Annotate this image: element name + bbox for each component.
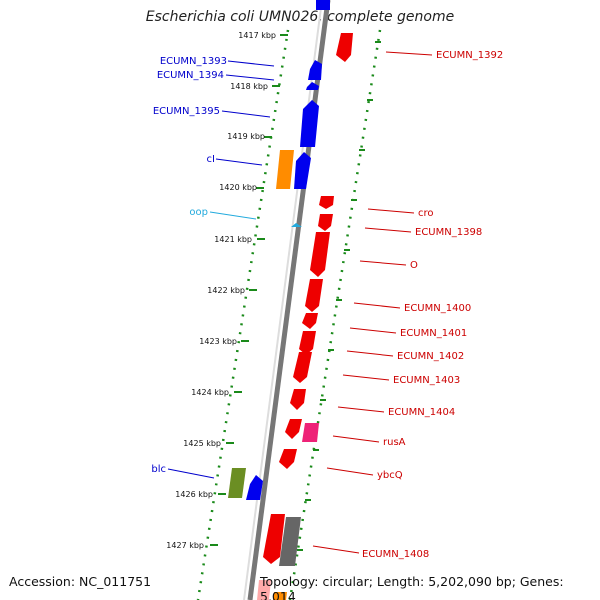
label-line xyxy=(342,374,390,381)
gene-orange-bottom xyxy=(273,592,287,600)
tick-label: 1417 kbp xyxy=(238,31,276,40)
gene-light xyxy=(257,580,271,600)
gene-ECUMN_1402 xyxy=(299,331,316,355)
gene-cI xyxy=(294,152,311,189)
label-line xyxy=(353,302,401,309)
label-line xyxy=(337,406,385,413)
label-O: O xyxy=(410,260,418,271)
label-line xyxy=(221,110,271,118)
topology-text: Topology: circular; Length: 5,202,090 bp… xyxy=(260,574,564,600)
gene-ECUMN_1394 xyxy=(306,82,319,90)
tick-label: 1424 kbp xyxy=(191,388,229,397)
label-cro: cro xyxy=(418,208,434,219)
tick-labels: 1417 kbp 1418 kbp 1419 kbp 1420 kbp 1421… xyxy=(166,31,276,550)
label-rusA: rusA xyxy=(383,437,406,448)
label-line xyxy=(209,211,257,220)
gene-ECUMN_1392 xyxy=(336,33,353,62)
label-line xyxy=(326,467,374,476)
gene-cro xyxy=(319,196,334,209)
label-line xyxy=(227,60,275,67)
gene-ECUMN_1398 xyxy=(318,214,333,231)
gene-ECUMN_1401 xyxy=(302,313,318,329)
gene-O xyxy=(310,232,330,277)
label-ECUMN_1392: ECUMN_1392 xyxy=(436,50,503,61)
gene-ECUMN_1403 xyxy=(293,352,312,383)
outer-ring xyxy=(288,29,382,600)
label-ECUMN_1404: ECUMN_1404 xyxy=(388,407,455,418)
tick-label: 1420 kbp xyxy=(219,183,257,192)
gene-blc xyxy=(228,468,246,498)
reverse-genes xyxy=(263,33,353,564)
tick-label: 1419 kbp xyxy=(227,132,265,141)
label-ECUMN_1393: ECUMN_1393 xyxy=(160,56,227,67)
gene-gray xyxy=(279,517,301,566)
label-ECUMN_1401: ECUMN_1401 xyxy=(400,328,467,339)
label-line xyxy=(225,74,275,81)
gene-oop xyxy=(291,223,302,227)
tick-label: 1426 kbp xyxy=(175,490,213,499)
label-line xyxy=(346,350,394,357)
inner-ring xyxy=(196,29,290,600)
gene-ECUMN_1395 xyxy=(300,100,319,147)
backbone-line xyxy=(247,0,331,600)
accession-text: Accession: NC_011751 xyxy=(9,574,152,589)
label-line xyxy=(349,327,397,334)
label-line xyxy=(367,208,415,214)
label-ECUMN_1395: ECUMN_1395 xyxy=(153,106,220,117)
label-ECUMN_1402: ECUMN_1402 xyxy=(397,351,464,362)
right-labels: ECUMN_1392 cro ECUMN_1398 O ECUMN_1400 E… xyxy=(362,50,503,560)
label-ybcQ: ybcQ xyxy=(377,470,403,481)
tick-label: 1427 kbp xyxy=(166,541,204,550)
tick-label: 1425 kbp xyxy=(183,439,221,448)
label-ECUMN_1408: ECUMN_1408 xyxy=(362,549,429,560)
label-ECUMN_1394: ECUMN_1394 xyxy=(157,70,224,81)
tick-label: 1418 kbp xyxy=(230,82,268,91)
label-line xyxy=(385,51,433,56)
label-line xyxy=(364,227,412,233)
forward-genes xyxy=(246,0,330,500)
label-line xyxy=(359,260,407,266)
label-line xyxy=(312,545,360,554)
label-line xyxy=(332,435,380,443)
label-oop: oop xyxy=(189,207,208,218)
map-title: Escherichia coli UMN026, complete genome xyxy=(145,9,455,25)
tick-label: 1422 kbp xyxy=(207,286,245,295)
gene-orange xyxy=(276,150,294,189)
label-line xyxy=(167,468,215,479)
gene-ECUMN_1408 xyxy=(263,514,285,564)
label-ECUMN_1398: ECUMN_1398 xyxy=(415,227,482,238)
gene-arrow xyxy=(316,0,330,10)
left-label-lines xyxy=(167,60,275,479)
tick-label: 1423 kbp xyxy=(199,337,237,346)
gene-blc-partner xyxy=(246,475,263,500)
tick-marks xyxy=(210,34,381,551)
right-label-lines xyxy=(312,51,433,554)
label-ECUMN_1403: ECUMN_1403 xyxy=(393,375,460,386)
special-features xyxy=(228,150,319,600)
gene-ECUMN_1393 xyxy=(308,60,322,80)
label-ECUMN_1400: ECUMN_1400 xyxy=(404,303,471,314)
gene-ybcQ xyxy=(279,449,297,469)
gene-rusA xyxy=(285,419,302,439)
tick-label: 1421 kbp xyxy=(214,235,252,244)
label-cI: cI xyxy=(207,154,215,165)
label-line xyxy=(215,158,263,166)
left-labels: ECUMN_1393 ECUMN_1394 ECUMN_1395 cI oop … xyxy=(151,56,227,475)
gene-ECUMN_1404 xyxy=(290,389,306,410)
label-blc: blc xyxy=(151,464,166,475)
gene-ECUMN_1400 xyxy=(305,279,323,312)
gene-pink xyxy=(302,423,319,442)
